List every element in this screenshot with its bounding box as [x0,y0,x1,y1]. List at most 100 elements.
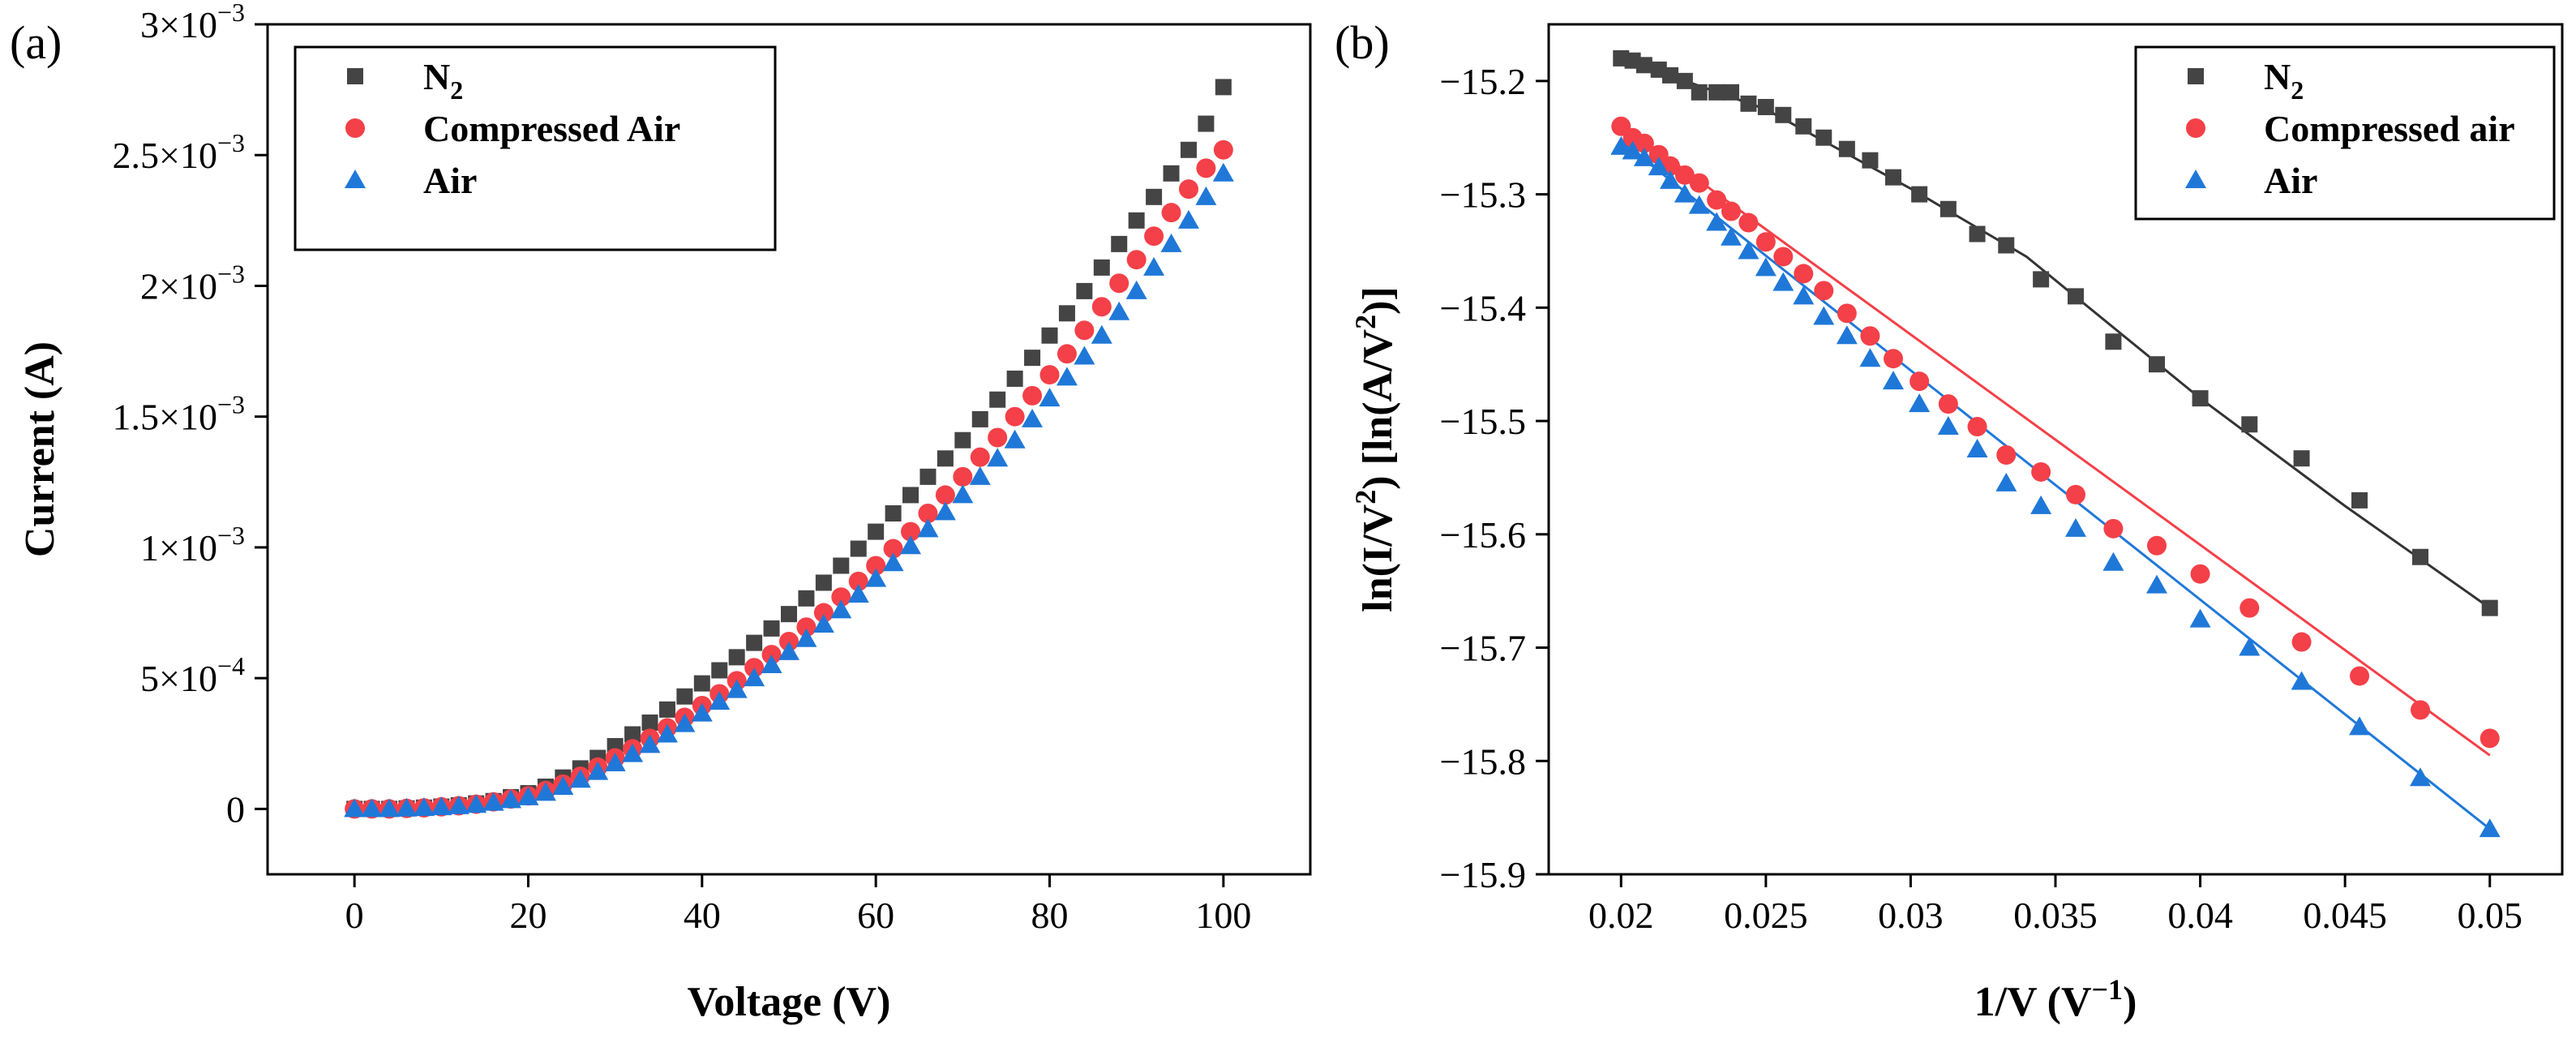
data-point [830,599,852,619]
data-point [2149,356,2165,373]
x-tick-label: 0.04 [2167,895,2233,936]
data-point [1794,264,1814,284]
y-tick-mantissa: 5×10 [140,658,217,699]
data-point [1215,79,1232,96]
legend-name: Compressed Air [423,108,680,149]
data-point [1108,301,1130,320]
data-point [1938,394,1958,414]
x-tick-label: 0.035 [2013,895,2098,936]
legend-marker [2185,170,2206,188]
data-point [850,540,867,557]
data-point [1674,183,1695,203]
data-point [847,583,869,603]
data-point [1091,297,1112,317]
data-point [396,797,418,817]
data-point [1940,200,1957,217]
data-point [482,792,504,811]
x-axis-title: Voltage (V) [688,979,891,1025]
legend-name: N [423,56,450,97]
data-point [1885,169,1901,186]
series-1 [1611,116,2500,749]
data-point [781,606,797,623]
x-tick-label: 0.025 [1724,895,1808,936]
data-point [1039,365,1060,385]
data-point [2412,548,2428,565]
legend-name: Air [2264,160,2317,201]
fit-line-1 [1620,122,2491,757]
y-axis-title-part: )] [1355,286,1401,315]
y-tick-mantissa: 3×10 [140,4,217,45]
data-point [1634,133,1654,153]
data-point [2068,288,2084,305]
data-point [1967,417,1987,437]
data-point [1126,250,1147,270]
data-point [883,539,903,559]
data-point [1757,99,1774,116]
data-point [500,789,522,809]
data-point [624,726,641,743]
panel-label: (a) [10,16,62,69]
data-point [813,603,834,623]
series-2 [344,162,1234,818]
data-point [1635,57,1652,74]
legend-subscript: 2 [2291,75,2304,105]
x-tick-label: 0.05 [2457,895,2522,936]
legend-box [2134,45,2556,221]
legend-label: Air [2264,160,2317,201]
data-point [2351,491,2368,509]
data-point [798,590,815,607]
data-point [1738,240,1759,260]
data-point [1837,303,1857,324]
y-tick-mantissa: 2×10 [140,265,217,307]
data-point [2410,767,2431,787]
data-point [656,723,678,743]
data-point [379,798,401,818]
data-point [746,634,763,651]
y-tick-label: −15.4 [1440,287,1526,328]
data-point [711,662,728,679]
data-point [2147,535,2167,556]
data-point [900,535,922,555]
y-tick-label: 2.5×10−3 [113,128,246,176]
data-point [1163,165,1180,182]
data-point [728,649,745,666]
legend-name: N [2264,56,2291,97]
y-tick-exponent: −3 [217,390,245,419]
legend-marker [347,68,363,84]
data-point [1674,165,1695,185]
legend-marker [345,118,365,138]
data-point [1144,226,1164,247]
data-point [1093,259,1110,276]
data-point [2102,552,2124,571]
data-point [1076,282,1093,299]
series-0 [1613,49,2498,616]
data-point [587,761,609,780]
data-point [344,798,366,818]
y-axis-title-sup: 2 [1349,490,1382,504]
y-tick-exponent: −3 [217,259,245,288]
y-tick-label: 0 [226,788,245,830]
data-point [1676,72,1693,89]
data-point [2146,574,2167,594]
data-point [1160,233,1182,252]
data-point [641,714,658,731]
data-point [1178,179,1198,200]
data-point [1995,472,2017,491]
data-point [2350,666,2369,686]
data-point [2241,416,2258,433]
data-point [796,617,817,637]
data-point [865,568,887,587]
data-point [1738,212,1759,233]
data-point [1884,349,1903,369]
data-point [1755,232,1776,252]
data-point [1909,371,1930,392]
plot-frame [266,23,1312,876]
data-point [1721,201,1741,221]
data-point [866,556,886,576]
x-axis-title-end: ) [2123,979,2137,1025]
y-tick-mantissa: 2.5×10 [113,135,217,176]
data-point [1056,367,1078,386]
data-point [1177,209,1199,229]
panel-b: (b) 0.02 0.025 0.03 0.035 0.04 0.045 0.05 −15.2 −… [1335,16,2564,1025]
data-point [795,628,817,647]
